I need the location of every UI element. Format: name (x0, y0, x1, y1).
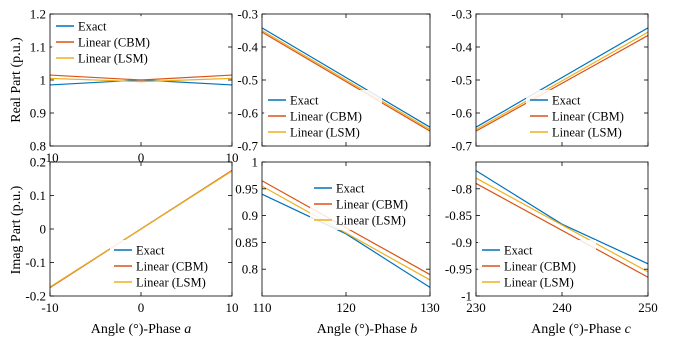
legend-label: Exact (136, 244, 165, 258)
series-imag-c-2 (475, 177, 649, 273)
legend-label: Exact (336, 182, 365, 196)
series-real-b-0 (261, 27, 431, 128)
panel-real-a: 0.8 0.9 1 1.1 1.2 -10 0 10 Exact Linear (CBM) Line… (30, 7, 239, 166)
xtick-label: -10 (41, 150, 58, 165)
legend-label: Linear (CBM) (504, 260, 576, 274)
ytick-label: -0.95 (445, 262, 472, 277)
legend-label: Linear (CBM) (78, 36, 150, 50)
ytick-label: -1 (461, 289, 472, 304)
xtick-label: 250 (638, 300, 658, 315)
xlabel-b: Angle (°)-Phase b (317, 322, 417, 337)
xtick-label: 0 (138, 150, 145, 165)
xtick-label: 240 (552, 300, 572, 315)
ytick-label: -0.2 (25, 289, 46, 304)
series-real-c-0 (475, 27, 649, 128)
xtick-label: 130 (420, 300, 440, 315)
ytick-label: -0.9 (451, 235, 472, 250)
series-imag-c-0 (475, 170, 649, 265)
legend-imag-b: Exact Linear (CBM) Linear (LSM) (310, 178, 428, 230)
series-real-a-2 (49, 77, 233, 83)
row-label-real: Real Part (p.u.) (9, 37, 24, 123)
legend-label: Linear (CBM) (290, 110, 362, 124)
ytick-label: -0.4 (451, 40, 472, 55)
ytick-label: 0.8 (30, 139, 46, 154)
ytick-label: -0.7 (237, 139, 258, 154)
xlabel-a: Angle (°)-Phase a (91, 322, 191, 337)
ytick-label: -0.6 (237, 106, 258, 121)
xtick-label: 0 (138, 300, 145, 315)
panel-imag-a: -0.2 -0.1 0 0.1 0.2 -10 0 10 Exact Linear (CBM) Li… (25, 155, 238, 316)
ytick-label: 0.9 (242, 208, 258, 223)
legend-label: Exact (290, 94, 319, 108)
series-imag-b-2 (261, 185, 431, 281)
ytick-label: 0.95 (235, 181, 258, 196)
ytick-label: 0.1 (30, 188, 46, 203)
xlabel-c: Angle (°)-Phase c (531, 322, 631, 337)
panel-real-b: -0.7 -0.6 -0.5 -0.4 -0.3 Exact Linear (CBM) Lin… (237, 7, 431, 154)
legend-real-b: Exact Linear (CBM) Linear (LSM) (264, 90, 382, 142)
legend-real-a: Exact Linear (CBM) Linear (LSM) (52, 16, 170, 68)
ytick-label: 1 (40, 73, 47, 88)
ytick-label: -0.3 (451, 7, 472, 22)
legend-real-c: Exact Linear (CBM) Linear (LSM) (526, 90, 644, 142)
series-real-b-1 (261, 31, 431, 132)
series-real-c-2 (475, 31, 649, 131)
legend-label: Linear (LSM) (136, 276, 206, 290)
ytick-label: 0.2 (30, 155, 46, 170)
xtick-label: 10 (226, 300, 239, 315)
xtick-label: 120 (336, 300, 356, 315)
legend-label: Linear (CBM) (136, 260, 208, 274)
legend-label: Linear (LSM) (290, 126, 360, 140)
ytick-label: -0.4 (237, 40, 258, 55)
series-imag-b-0 (261, 193, 431, 288)
series-real-b-2 (261, 29, 431, 131)
ytick-label: -0.1 (25, 255, 46, 270)
panel-real-c: -0.7 -0.6 -0.5 -0.4 -0.3 Exact Linear (CBM) Lin… (451, 7, 649, 154)
ytick-label: -0.5 (451, 73, 472, 88)
ytick-label: -0.6 (451, 106, 472, 121)
legend-label: Linear (CBM) (336, 198, 408, 212)
xtick-label: 230 (466, 300, 486, 315)
legend-label: Linear (CBM) (552, 110, 624, 124)
ytick-label: 0 (40, 222, 47, 237)
series-real-c-1 (475, 34, 649, 132)
series-imag-a-2 (49, 170, 233, 288)
legend-imag-a: Exact Linear (CBM) Linear (LSM) (110, 240, 228, 292)
panel-imag-c: -1 -0.95 -0.9 -0.85 -0.8 230 240 250 Exact Linear… (445, 161, 658, 315)
ytick-label: -0.85 (445, 208, 472, 223)
legend-label: Exact (504, 244, 533, 258)
legend-label: Linear (LSM) (78, 52, 148, 66)
legend-label: Linear (LSM) (336, 214, 406, 228)
legend-label: Linear (LSM) (552, 126, 622, 140)
ytick-label: -0.8 (451, 181, 472, 196)
ytick-label: 0.9 (30, 106, 46, 121)
xtick-label: -10 (41, 300, 58, 315)
legend-label: Exact (552, 94, 581, 108)
row-label-imag: Imag Part (p.u.) (9, 185, 24, 274)
series-real-a-1 (49, 74, 233, 81)
ytick-label: 1.2 (30, 7, 46, 22)
ytick-label: -0.7 (451, 139, 472, 154)
legend-label: Linear (LSM) (504, 276, 574, 290)
series-imag-c-1 (475, 182, 649, 278)
ytick-label: -0.3 (237, 7, 258, 22)
ytick-label: 0.8 (242, 262, 258, 277)
series-real-a-0 (49, 79, 233, 86)
xtick-label: 10 (226, 150, 239, 165)
legend-label: Exact (78, 20, 107, 34)
ytick-label: 1 (252, 155, 259, 170)
panel-imag-b: 0.8 0.85 0.9 0.95 1 110 120 130 Exact Linear (CBM… (235, 155, 440, 316)
ytick-label: -0.5 (237, 73, 258, 88)
ytick-label: 0.85 (235, 235, 258, 250)
ytick-label: 1.1 (30, 40, 46, 55)
xtick-label: 110 (252, 300, 271, 315)
legend-imag-c: Exact Linear (CBM) Linear (LSM) (478, 240, 596, 292)
